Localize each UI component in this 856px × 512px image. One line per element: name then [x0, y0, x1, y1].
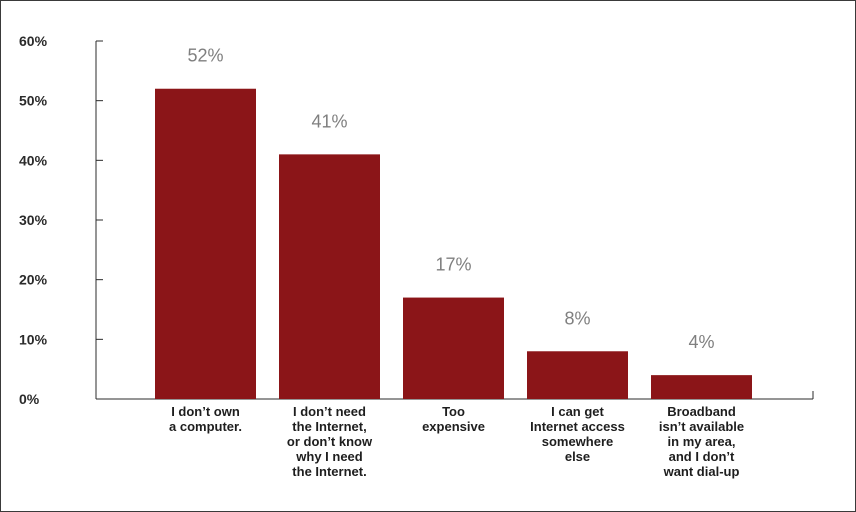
- y-tick-label: 30%: [19, 212, 48, 228]
- bar: [403, 297, 504, 399]
- bar: [651, 375, 752, 399]
- y-tick-label: 60%: [19, 33, 48, 49]
- data-label: 17%: [435, 255, 471, 275]
- y-tick-label: 10%: [19, 331, 48, 347]
- bar: [527, 351, 628, 399]
- y-axis-ticks: 0% 10% 20% 30% 40% 50% 60%: [19, 33, 103, 407]
- data-label: 41%: [311, 111, 347, 131]
- x-tick-label: I don’t own a computer.: [169, 404, 242, 434]
- y-tick-label: 50%: [19, 93, 48, 109]
- x-tick-label: I don’t need the Internet, or don’t know wh…: [287, 404, 373, 479]
- x-tick-label: I can get Internet access somewhere else: [530, 404, 625, 464]
- category-labels: I don’t own a computer. I don’t need the In…: [169, 404, 744, 479]
- bar: [155, 88, 256, 399]
- y-tick-label: 40%: [19, 152, 48, 168]
- x-tick-label: Broadband isn’t available in my area, and I…: [659, 404, 744, 479]
- data-label: 4%: [688, 332, 714, 352]
- data-label: 8%: [564, 308, 590, 328]
- bar: [279, 154, 380, 399]
- y-tick-label: 0%: [19, 391, 40, 407]
- x-tick-label: Too expensive: [422, 404, 485, 434]
- data-label: 52%: [187, 46, 223, 66]
- bars: [155, 88, 752, 399]
- data-labels: 52% 41% 17% 8% 4%: [187, 46, 714, 352]
- y-tick-label: 20%: [19, 272, 48, 288]
